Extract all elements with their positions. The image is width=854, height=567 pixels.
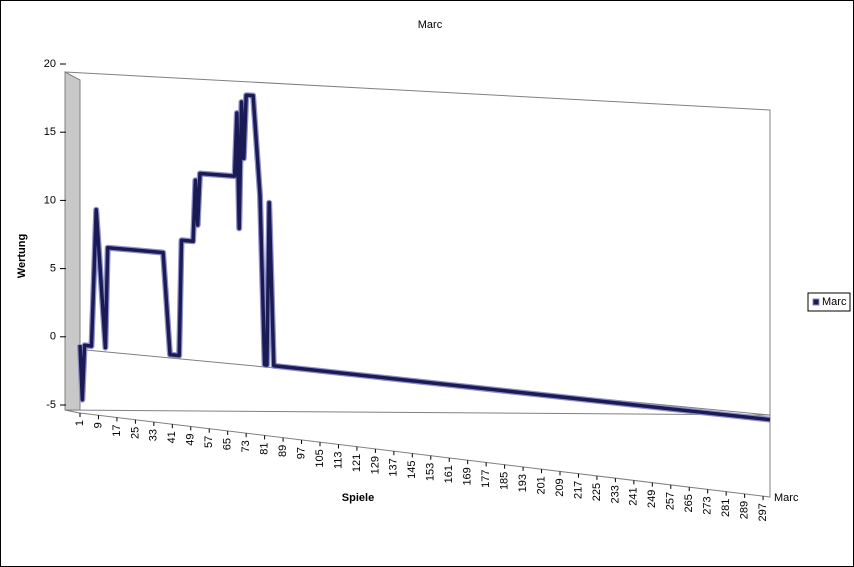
legend-box [807,292,851,312]
x-tick-label: 105 [314,449,326,467]
x-tick-label: 41 [166,431,178,443]
x-tick-label: 201 [535,476,547,494]
x-tick-label: 137 [388,458,400,476]
chart-title: Marc [418,19,443,31]
y-tick-label: 10 [44,194,56,206]
x-tick-label: 33 [148,429,160,441]
y-tick-label: 5 [50,263,56,275]
x-tick-label: 241 [628,487,640,505]
x-tick-label: 169 [462,467,474,485]
x-tick-label: 225 [591,483,603,501]
x-tick-label: 217 [572,481,584,499]
x-tick-label: 233 [609,485,621,503]
x-tick-label: 65 [222,438,234,450]
x-tick-label: 153 [425,463,437,481]
x-tick-label: 257 [665,492,677,510]
x-tick-label: 249 [646,490,658,508]
x-tick-label: 57 [203,436,215,448]
x-tick-label: 1 [74,420,86,426]
x-tick-label: 89 [277,445,289,457]
x-tick-label: 297 [757,503,769,521]
x-tick-label: 49 [185,433,197,445]
y-axis-label: Wertung [16,234,28,278]
legend-label: Marc [822,296,847,308]
x-tick-label: 193 [517,474,529,492]
x-tick-label: 177 [480,469,492,487]
x-tick-label: 129 [369,456,381,474]
x-tick-label: 209 [554,478,566,496]
floor [64,409,771,498]
x-tick-label: 113 [332,451,344,469]
x-tick-label: 73 [240,440,252,452]
y-tick-label: 0 [50,331,56,343]
y-tick-label: -5 [46,399,56,411]
y-tick-label: 15 [44,126,56,138]
x-tick-label: 97 [295,447,307,459]
legend-swatch [812,298,820,306]
x-tick-label: 17 [111,424,123,436]
x-tick-label: 81 [259,442,271,454]
x-tick-label: 185 [499,472,511,490]
x-tick-label: 161 [443,465,455,483]
legend: Marc [807,292,851,312]
x-tick-label: 121 [351,454,363,472]
x-axis-label: Spiele [342,492,374,504]
depth-axis-label: Marc [774,492,799,504]
series-line [78,93,771,422]
x-tick-label: 25 [129,427,141,439]
x-tick-label: 9 [92,422,104,428]
x-tick-label: 265 [683,494,695,512]
x-tick-label: 289 [739,501,751,519]
x-tick-label: 273 [702,496,714,514]
y-tick-label: 20 [44,58,56,70]
x-tick-label: 145 [406,460,418,478]
x-tick-label: 281 [720,499,732,517]
